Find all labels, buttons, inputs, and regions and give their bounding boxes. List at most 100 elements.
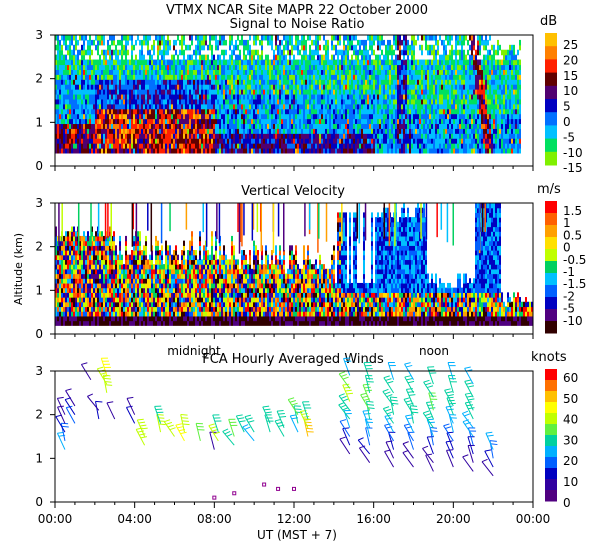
snr-cell — [413, 84, 415, 90]
snr-cell — [111, 113, 113, 120]
snr-cell — [343, 69, 345, 75]
snr-cell — [199, 138, 201, 144]
snr-cell — [59, 93, 61, 100]
snr-cell — [85, 74, 87, 80]
snr-cell — [473, 108, 475, 115]
snr-cell — [395, 133, 397, 139]
snr-cell — [355, 128, 357, 134]
snr-cell — [133, 103, 135, 110]
snr-cell — [427, 98, 429, 105]
snr-cell — [407, 64, 409, 70]
snr-cell — [323, 103, 325, 110]
snr-cell — [189, 143, 191, 149]
snr-cell — [181, 44, 183, 51]
snr-cell — [347, 118, 349, 125]
snr-cell — [317, 35, 319, 41]
snr-cell — [479, 74, 481, 80]
snr-cell — [465, 69, 467, 75]
snr-cell — [345, 147, 347, 154]
snr-cell — [159, 103, 161, 110]
snr-cell — [467, 64, 469, 70]
snr-cell — [197, 133, 199, 139]
snr-cell — [161, 54, 163, 61]
snr-cell — [273, 93, 275, 100]
snr-cell — [145, 138, 147, 144]
snr-cell — [55, 133, 57, 139]
snr-cell — [477, 93, 479, 100]
snr-cell — [337, 108, 339, 115]
snr-cell — [329, 108, 331, 115]
snr-cell — [117, 118, 119, 125]
snr-cell — [223, 138, 225, 144]
snr-cell — [495, 93, 497, 100]
snr-cell — [477, 79, 479, 85]
snr-cell — [311, 64, 313, 70]
snr-cell — [275, 113, 277, 120]
snr-cell — [473, 133, 475, 139]
snr-cell — [163, 118, 165, 125]
snr-cell — [261, 54, 263, 61]
snr-cell — [395, 147, 397, 154]
snr-cell — [449, 138, 451, 144]
snr-cell — [119, 69, 121, 75]
snr-cell — [265, 143, 267, 149]
snr-cell — [401, 128, 403, 134]
snr-cell — [109, 113, 111, 120]
snr-cell — [165, 113, 167, 120]
snr-cell — [443, 54, 445, 61]
snr-cell — [171, 108, 173, 115]
snr-cell — [289, 133, 291, 139]
snr-cell — [277, 59, 279, 66]
snr-cell — [329, 138, 331, 144]
snr-cell — [413, 123, 415, 129]
snr-cell — [359, 89, 361, 95]
snr-cell — [59, 98, 61, 105]
snr-cell — [123, 89, 125, 95]
snr-cell — [297, 133, 299, 139]
snr-cell — [423, 113, 425, 120]
snr-cell — [423, 74, 425, 80]
snr-cell — [455, 103, 457, 110]
snr-cell — [395, 108, 397, 115]
snr-cell — [63, 59, 65, 66]
snr-cell — [79, 118, 81, 125]
snr-cell — [311, 89, 313, 95]
snr-cell — [321, 93, 323, 100]
snr-cell — [341, 84, 343, 90]
snr-cell — [315, 59, 317, 66]
snr-cell — [383, 39, 385, 46]
snr-cell — [179, 64, 181, 70]
snr-cell — [457, 93, 459, 100]
snr-cell — [71, 138, 73, 144]
snr-cell — [249, 64, 251, 70]
snr-cell — [205, 59, 207, 66]
snr-cell — [131, 74, 133, 80]
snr-cell — [253, 98, 255, 105]
snr-cell — [233, 44, 235, 51]
snr-cell — [291, 147, 293, 154]
snr-cell — [397, 98, 399, 105]
snr-cell — [243, 54, 245, 61]
snr-cell — [303, 138, 305, 144]
snr-cell — [391, 89, 393, 95]
snr-cell — [187, 44, 189, 51]
snr-cell — [403, 35, 405, 41]
snr-cell — [209, 35, 211, 41]
snr-cell — [105, 108, 107, 115]
snr-cell — [393, 35, 395, 41]
snr-cell — [387, 39, 389, 46]
snr-cell — [101, 133, 103, 139]
snr-cell — [245, 74, 247, 80]
snr-cell — [57, 113, 59, 120]
snr-cell — [69, 89, 71, 95]
snr-cell — [279, 69, 281, 75]
snr-cell — [153, 103, 155, 110]
snr-cell — [151, 44, 153, 51]
snr-cell — [125, 39, 127, 46]
snr-cell — [287, 44, 289, 51]
snr-cell — [471, 108, 473, 115]
snr-cell — [125, 93, 127, 100]
snr-cell — [169, 103, 171, 110]
snr-cell — [123, 35, 125, 41]
snr-cell — [145, 128, 147, 134]
